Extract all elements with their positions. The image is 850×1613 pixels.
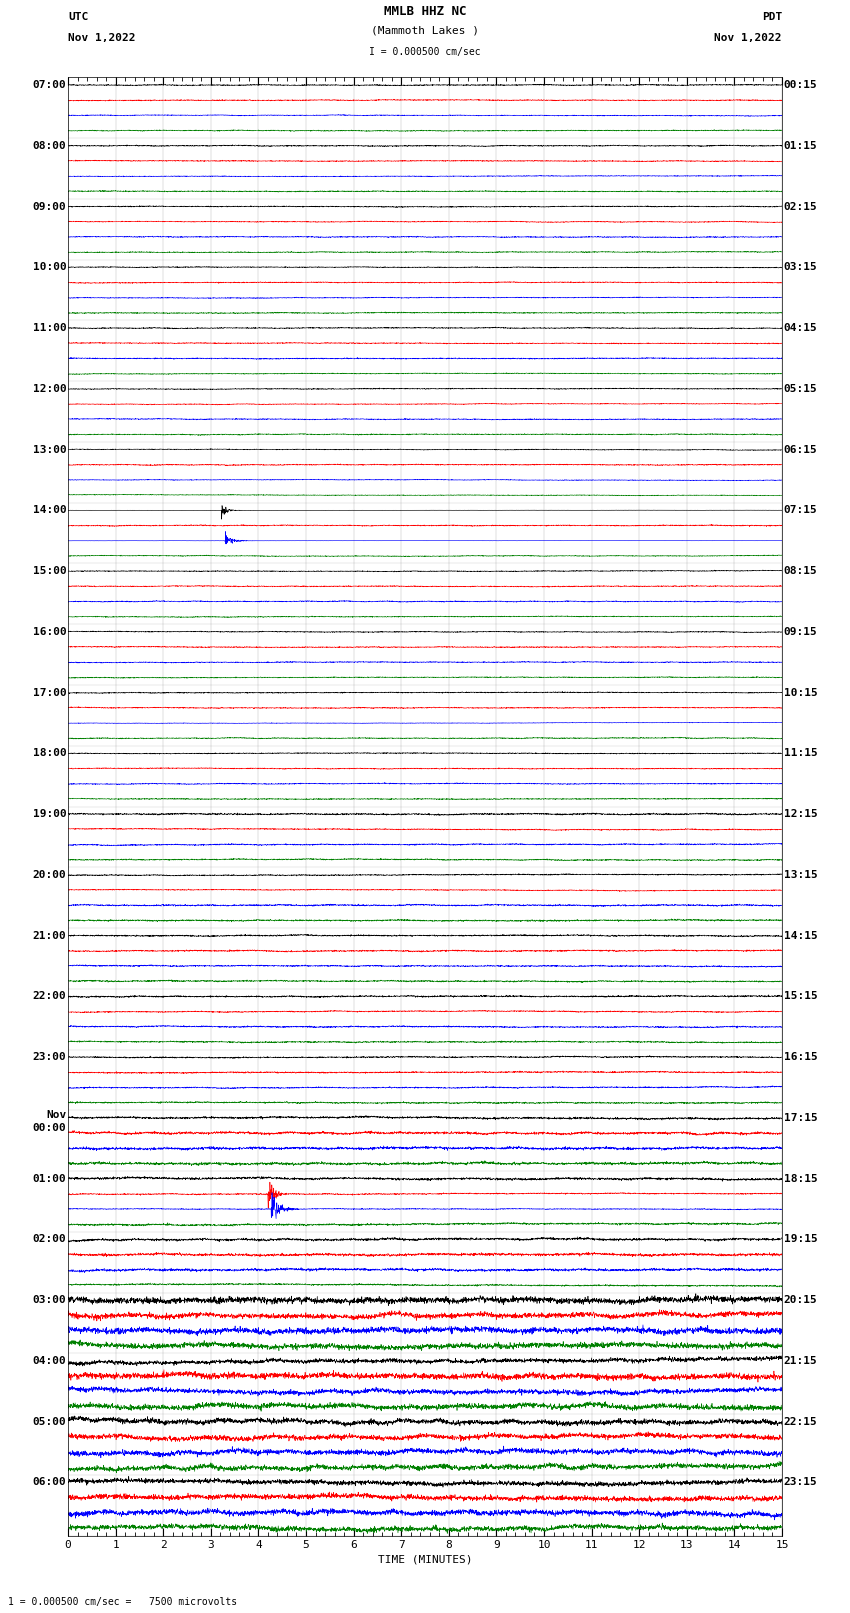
Text: 17:15: 17:15	[784, 1113, 818, 1123]
Text: 07:15: 07:15	[784, 505, 818, 515]
Text: 17:00: 17:00	[32, 687, 66, 697]
Text: 02:15: 02:15	[784, 202, 818, 211]
Text: 11:15: 11:15	[784, 748, 818, 758]
Text: 02:00: 02:00	[32, 1234, 66, 1244]
Text: 08:00: 08:00	[32, 140, 66, 150]
Text: 23:15: 23:15	[784, 1478, 818, 1487]
Text: 04:15: 04:15	[784, 323, 818, 332]
Text: 01:00: 01:00	[32, 1174, 66, 1184]
Text: 23:00: 23:00	[32, 1052, 66, 1061]
Text: UTC: UTC	[68, 11, 88, 21]
Text: 08:15: 08:15	[784, 566, 818, 576]
Text: 03:15: 03:15	[784, 263, 818, 273]
Text: 21:00: 21:00	[32, 931, 66, 940]
X-axis label: TIME (MINUTES): TIME (MINUTES)	[377, 1555, 473, 1565]
Text: 04:00: 04:00	[32, 1357, 66, 1366]
Text: 15:00: 15:00	[32, 566, 66, 576]
Text: 20:15: 20:15	[784, 1295, 818, 1305]
Text: 13:15: 13:15	[784, 869, 818, 879]
Text: 10:00: 10:00	[32, 263, 66, 273]
Text: 10:15: 10:15	[784, 687, 818, 697]
Text: 15:15: 15:15	[784, 992, 818, 1002]
Text: 12:00: 12:00	[32, 384, 66, 394]
Text: (Mammoth Lakes ): (Mammoth Lakes )	[371, 26, 479, 35]
Text: 16:15: 16:15	[784, 1052, 818, 1061]
Text: MMLB HHZ NC: MMLB HHZ NC	[383, 5, 467, 18]
Text: Nov 1,2022: Nov 1,2022	[68, 32, 135, 42]
Text: 22:15: 22:15	[784, 1416, 818, 1426]
Text: 09:00: 09:00	[32, 202, 66, 211]
Text: 13:00: 13:00	[32, 445, 66, 455]
Text: 06:00: 06:00	[32, 1478, 66, 1487]
Text: 1 = 0.000500 cm/sec =   7500 microvolts: 1 = 0.000500 cm/sec = 7500 microvolts	[8, 1597, 238, 1607]
Text: I = 0.000500 cm/sec: I = 0.000500 cm/sec	[369, 47, 481, 56]
Text: 19:15: 19:15	[784, 1234, 818, 1244]
Text: PDT: PDT	[762, 11, 782, 21]
Text: 03:00: 03:00	[32, 1295, 66, 1305]
Text: 14:00: 14:00	[32, 505, 66, 515]
Text: 00:00: 00:00	[32, 1123, 66, 1132]
Text: 09:15: 09:15	[784, 627, 818, 637]
Text: Nov 1,2022: Nov 1,2022	[715, 32, 782, 42]
Text: 21:15: 21:15	[784, 1357, 818, 1366]
Text: 11:00: 11:00	[32, 323, 66, 332]
Text: 06:15: 06:15	[784, 445, 818, 455]
Text: 16:00: 16:00	[32, 627, 66, 637]
Text: 20:00: 20:00	[32, 869, 66, 879]
Text: 18:00: 18:00	[32, 748, 66, 758]
Text: 05:00: 05:00	[32, 1416, 66, 1426]
Text: 00:15: 00:15	[784, 81, 818, 90]
Text: 12:15: 12:15	[784, 810, 818, 819]
Text: 01:15: 01:15	[784, 140, 818, 150]
Text: Nov: Nov	[46, 1110, 66, 1119]
Text: 22:00: 22:00	[32, 992, 66, 1002]
Text: 19:00: 19:00	[32, 810, 66, 819]
Text: 07:00: 07:00	[32, 81, 66, 90]
Text: 14:15: 14:15	[784, 931, 818, 940]
Text: 05:15: 05:15	[784, 384, 818, 394]
Text: 18:15: 18:15	[784, 1174, 818, 1184]
